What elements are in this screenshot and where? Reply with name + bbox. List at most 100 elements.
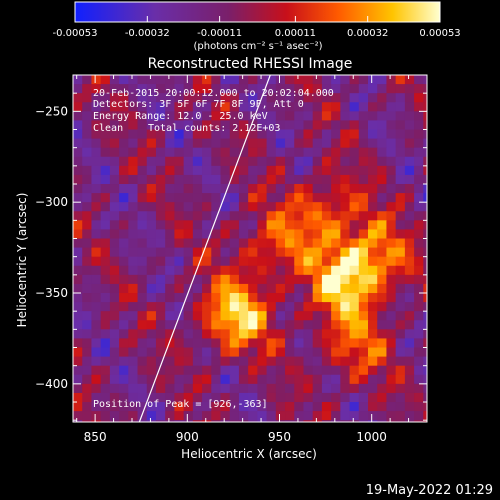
heatmap-cell <box>266 129 277 140</box>
heatmap-cell <box>275 274 286 285</box>
heatmap-cell <box>395 283 406 294</box>
heatmap-cell <box>91 147 102 158</box>
heatmap-cell <box>331 156 341 167</box>
heatmap-cell <box>331 238 341 249</box>
heatmap-cell <box>202 329 212 340</box>
heatmap-cell <box>100 392 111 403</box>
heatmap-cell <box>220 420 231 422</box>
heatmap-cell <box>395 211 406 221</box>
heatmap-cell <box>377 75 388 85</box>
heatmap-cell <box>414 293 424 303</box>
heatmap-cell <box>183 283 194 294</box>
heatmap-cell <box>395 265 406 276</box>
heatmap-cell <box>238 75 249 85</box>
heatmap-cell <box>73 156 83 167</box>
heatmap-cell <box>229 75 240 85</box>
heatmap-cell <box>248 356 258 367</box>
heatmap-cell <box>100 274 111 285</box>
heatmap-cell <box>275 129 286 140</box>
heatmap-cell <box>303 402 314 412</box>
heatmap-cell <box>423 402 427 412</box>
heatmap-cell <box>285 293 295 303</box>
heatmap-cell <box>386 138 397 149</box>
heatmap-cell <box>331 229 341 240</box>
heatmap-cell <box>73 202 83 212</box>
heatmap-cell <box>109 111 120 122</box>
heatmap-cell <box>248 147 258 158</box>
heatmap-cell <box>137 320 148 330</box>
heatmap-cell <box>73 311 83 321</box>
heatmap-cell <box>211 211 222 221</box>
heatmap-cell <box>128 229 139 240</box>
heatmap-cell <box>266 111 277 122</box>
heatmap-cell <box>275 365 286 376</box>
heatmap-cell <box>174 420 185 422</box>
heatmap-cell <box>211 311 222 321</box>
heatmap-cell <box>137 84 148 94</box>
heatmap-cell <box>229 302 240 312</box>
heatmap-cell <box>321 238 332 249</box>
heatmap-cell <box>146 93 157 103</box>
heatmap-cell <box>395 193 406 203</box>
heatmap-cell <box>82 156 93 167</box>
heatmap-cell <box>128 338 139 349</box>
heatmap-cell <box>303 129 314 140</box>
heatmap-cell <box>386 193 397 203</box>
heatmap-cell <box>202 84 212 94</box>
heatmap-cell <box>137 420 148 422</box>
heatmap-cell <box>220 202 231 212</box>
heatmap-cell <box>285 138 295 149</box>
heatmap-cell <box>155 256 166 267</box>
heatmap-cell <box>238 247 249 258</box>
heatmap-cell <box>423 338 427 349</box>
heatmap-cell <box>331 311 341 321</box>
heatmap-cell <box>229 156 240 167</box>
heatmap-cell <box>202 311 212 321</box>
heatmap-cell <box>275 174 286 185</box>
heatmap-cell <box>368 347 378 358</box>
heatmap-cell <box>404 311 415 321</box>
heatmap-cell <box>414 75 424 85</box>
heatmap-cell <box>257 193 268 203</box>
heatmap-cell <box>395 365 406 376</box>
heatmap-cell <box>119 365 129 376</box>
heatmap-cell <box>321 329 332 340</box>
heatmap-cell <box>386 238 397 249</box>
heatmap-cell <box>229 138 240 149</box>
heatmap-cell <box>248 238 258 249</box>
heatmap-cell <box>220 147 231 158</box>
heatmap-cell <box>257 329 268 340</box>
heatmap-cell <box>368 247 378 258</box>
heatmap-cell <box>285 75 295 85</box>
heatmap-cell <box>220 184 231 194</box>
heatmap-cell <box>183 411 194 421</box>
heatmap-cell <box>285 329 295 340</box>
heatmap-cell <box>211 411 222 421</box>
heatmap-cell <box>220 302 231 312</box>
colorbar-unit-label: (photons cm⁻² s⁻¹ asec⁻²) <box>193 41 322 52</box>
heatmap-cell <box>128 311 139 321</box>
heatmap-cell <box>202 256 212 267</box>
heatmap-cell <box>312 174 323 185</box>
heatmap-cell <box>386 93 397 103</box>
heatmap-cell <box>146 102 157 112</box>
heatmap-cell <box>275 93 286 103</box>
heatmap-cell <box>358 111 369 122</box>
heatmap-cell <box>192 220 203 231</box>
heatmap-cell <box>109 147 120 158</box>
heatmap-cell <box>423 302 427 312</box>
heatmap-cell <box>266 283 277 294</box>
heatmap-cell <box>303 193 314 203</box>
heatmap-cell <box>321 274 332 285</box>
heatmap-cell <box>404 392 415 403</box>
heatmap-cell <box>303 256 314 267</box>
heatmap-cell <box>312 338 323 349</box>
heatmap-cell <box>183 165 194 176</box>
heatmap-cell <box>174 102 185 112</box>
heatmap-cell <box>128 193 139 203</box>
heatmap-cell <box>386 147 397 158</box>
heatmap-cell <box>165 156 176 167</box>
heatmap-cell <box>321 365 332 376</box>
heatmap-cell <box>349 220 360 231</box>
heatmap-cell <box>119 402 129 412</box>
